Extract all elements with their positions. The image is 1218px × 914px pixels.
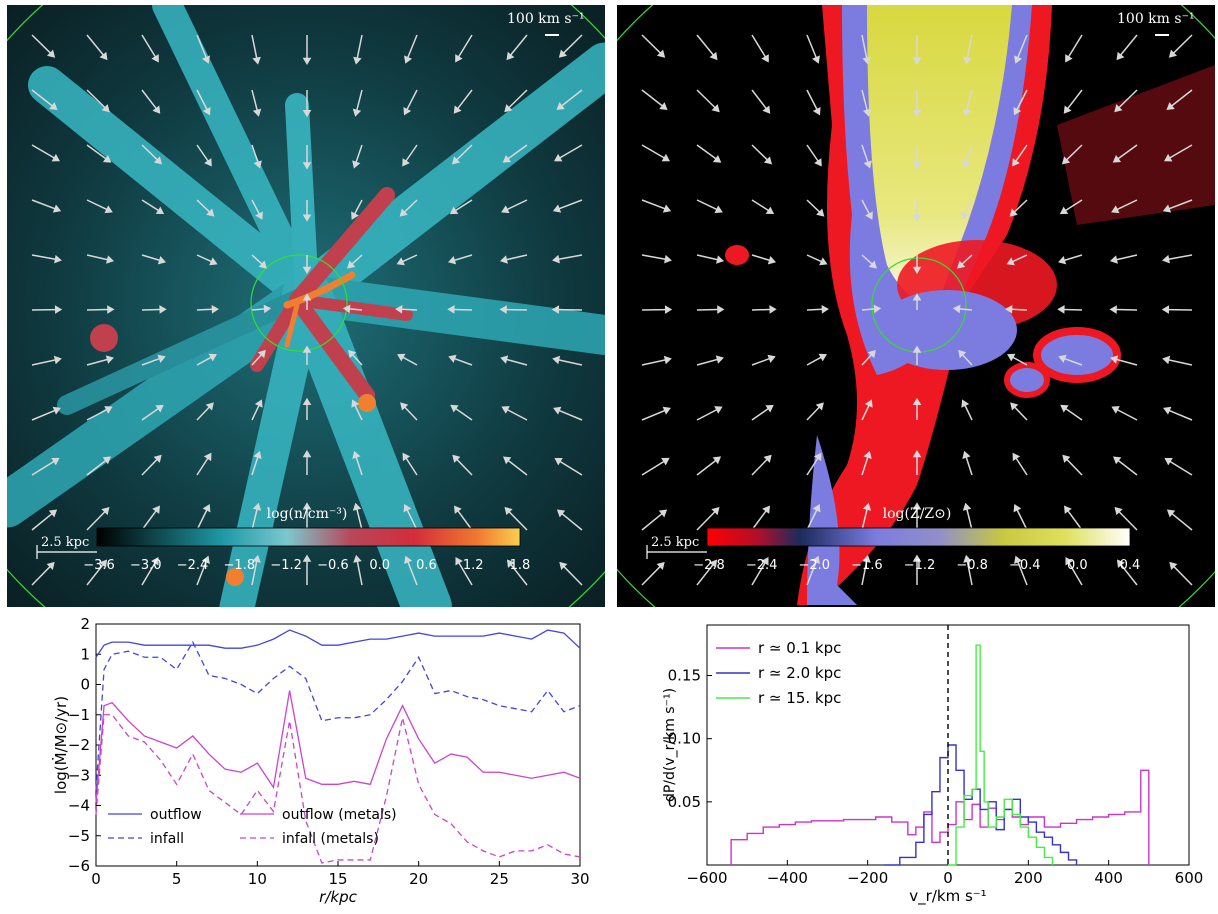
x-tick-label: 600 — [1175, 869, 1204, 887]
colorbar-tick-label: −2.8 — [693, 558, 725, 573]
y-tick-label: 0.15 — [668, 667, 701, 685]
velocity-arrow — [142, 309, 160, 310]
y-tick-label: 0 — [80, 676, 90, 694]
x-tick-label: −400 — [767, 869, 808, 887]
x-tick-label: 10 — [248, 870, 267, 888]
x-tick-label: 25 — [490, 870, 509, 888]
y-tick-label: 2 — [80, 615, 90, 633]
y-axis-label: log(Ṁ/M⊙/yr) — [51, 696, 70, 794]
velocity-arrow — [752, 309, 770, 310]
x-tick-label: 15 — [328, 870, 347, 888]
colorbar-tick-label: −1.6 — [851, 558, 883, 573]
colorbar-tick-label: −0.4 — [1009, 558, 1041, 573]
colorbar-tick-label: −3.6 — [83, 558, 115, 573]
metallicity-map-panel: log(Z/Z⊙) −2.8 −2.4 −2.0 −1.6 −1.2 −0.8 −0.4 0.… — [617, 5, 1215, 607]
density-map-panel: log(n/cm⁻³) −3.6 −3.0 −2.4 −1.8 −1.2 −0.6 0.0 0… — [7, 5, 605, 607]
scale-bar-label: 2.5 kpc — [41, 535, 89, 550]
x-tick-label: 0 — [91, 870, 101, 888]
colorbar-tick-label: 0.0 — [1067, 558, 1088, 573]
y-axis-label: dP/d(v_r/km s⁻¹) — [662, 688, 678, 802]
colorbar — [707, 528, 1130, 546]
colorbar-tick-label: −3.0 — [130, 558, 162, 573]
y-tick-label: −4 — [68, 797, 90, 815]
colorbar — [97, 528, 520, 546]
legend-label: infall (metals) — [282, 831, 379, 847]
x-tick-label: 30 — [570, 870, 589, 888]
colorbar-ticks: −2.8 −2.4 −2.0 −1.6 −1.2 −0.8 −0.4 0.0 0.4 — [693, 558, 1140, 573]
y-tick-label: −5 — [68, 827, 90, 845]
colorbar-title: log(n/cm⁻³) — [267, 506, 348, 522]
velocity-arrow — [1064, 309, 1082, 310]
colorbar-tick-label: 0.6 — [416, 558, 437, 573]
x-axis-label: v_r/km s⁻¹ — [909, 887, 986, 906]
scale-bar-label: 2.5 kpc — [651, 535, 699, 550]
colorbar-tick-label: −2.0 — [798, 558, 830, 573]
colorbar-tick-label: −0.8 — [956, 558, 988, 573]
velocity-arrow — [454, 309, 472, 310]
velocity-arrow — [1012, 309, 1027, 310]
velocity-scale-label: 100 km s⁻¹ — [1117, 11, 1195, 27]
velocity-arrow — [402, 309, 417, 310]
x-tick-label: −200 — [847, 869, 888, 887]
velocity-arrow — [197, 309, 212, 310]
legend-label: infall — [150, 831, 184, 847]
colorbar-tick-label: −1.8 — [224, 558, 256, 573]
colorbar-tick-label: 0.0 — [369, 558, 390, 573]
colorbar-tick-label: −2.4 — [746, 558, 778, 573]
legend-label: r ≃ 15. kpc — [758, 689, 841, 707]
legend-label: outflow (metals) — [282, 807, 397, 823]
y-tick-label: 1 — [80, 645, 90, 663]
velocity-arrow — [807, 309, 822, 310]
x-tick-label: 20 — [409, 870, 428, 888]
x-tick-label: 0 — [943, 869, 953, 887]
colorbar-tick-label: −0.6 — [317, 558, 349, 573]
colorbar-tick-label: −1.2 — [270, 558, 302, 573]
legend-label: r ≃ 2.0 kpc — [758, 664, 841, 682]
x-tick-label: 400 — [1094, 869, 1123, 887]
density-map: log(n/cm⁻³) −3.6 −3.0 −2.4 −1.8 −1.2 −0.6 0.0 0… — [7, 5, 605, 607]
y-tick-label: −2 — [68, 736, 90, 754]
colorbar-tick-label: 1.8 — [510, 558, 531, 573]
y-tick-label: −6 — [68, 857, 90, 875]
legend-label: r ≃ 0.1 kpc — [758, 639, 841, 657]
x-tick-label: 200 — [1014, 869, 1043, 887]
colorbar-tick-label: −2.4 — [177, 558, 209, 573]
colorbar-tick-label: 1.2 — [463, 558, 484, 573]
x-axis-label: r/kpc — [319, 888, 357, 906]
y-tick-label: −3 — [68, 766, 90, 784]
metallicity-map: log(Z/Z⊙) −2.8 −2.4 −2.0 −1.6 −1.2 −0.8 −0.4 0.… — [617, 5, 1215, 607]
x-tick-label: 5 — [172, 870, 182, 888]
x-tick-label: −600 — [686, 869, 727, 887]
colorbar-tick-label: 0.4 — [1120, 558, 1141, 573]
legend-label: outflow — [150, 807, 202, 823]
colorbar-tick-label: −1.2 — [904, 558, 936, 573]
colorbar-title: log(Z/Z⊙) — [883, 506, 952, 522]
y-tick-label: −1 — [68, 706, 90, 724]
velocity-scale-label: 100 km s⁻¹ — [507, 11, 585, 27]
